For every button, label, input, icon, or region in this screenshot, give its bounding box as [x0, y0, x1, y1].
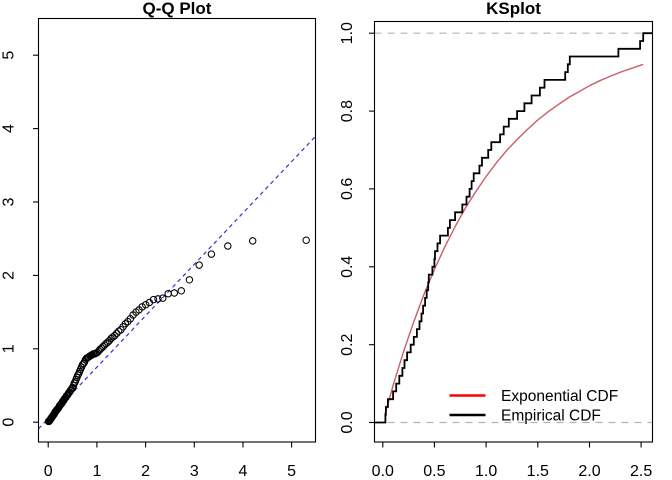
- qq-point: [302, 236, 310, 244]
- qq-point: [112, 329, 121, 338]
- x-tick-label: 3: [190, 463, 199, 480]
- x-tick-label: 0.0: [372, 463, 394, 480]
- y-tick-label: 4: [1, 124, 18, 133]
- legend-label: Exponential CDF: [501, 388, 618, 405]
- y-tick-label: 0: [1, 418, 18, 427]
- qq-point: [121, 320, 130, 328]
- qq-point: [74, 371, 82, 379]
- x-tick-label: 1: [92, 463, 101, 480]
- y-tick-label: 1: [1, 344, 18, 353]
- qq-point: [224, 242, 232, 250]
- x-tick-label: 0.5: [423, 463, 445, 480]
- qq-point: [114, 327, 123, 335]
- qq-point: [154, 295, 162, 303]
- qq-point: [110, 331, 119, 340]
- exponential-cdf-curve: [384, 63, 644, 415]
- x-tick-label: 0: [44, 463, 53, 480]
- y-tick-label: 0.8: [339, 100, 356, 122]
- y-tick-label: 0.6: [339, 178, 356, 200]
- qq-point: [195, 261, 203, 269]
- ks-plot-panel: 0.0 0.5 1.0 1.5 2.0 2.5 0.0 0.2 0.4 0.6 0.8 1.0 KSpl…: [339, 0, 654, 480]
- qq-point: [141, 300, 150, 309]
- empirical-cdf-step: [374, 32, 653, 424]
- plot-box: [373, 20, 654, 443]
- x-tick-label: 1.5: [527, 463, 549, 480]
- qq-point: [207, 250, 216, 258]
- y-tick-label: 1.0: [339, 22, 356, 44]
- y-tick-label: 3: [1, 197, 18, 206]
- plot-title: Q-Q Plot: [143, 0, 212, 18]
- x-tick-label: 4: [239, 463, 248, 480]
- qq-plot-panel: 0 1 2 3 4 5 0 1 2 3 4 5 Q-Q Plot: [1, 0, 317, 480]
- qq-point: [248, 237, 257, 245]
- y-tick-label: 0.2: [339, 333, 356, 355]
- plot-title: KSplot: [486, 0, 541, 18]
- y-tick-label: 2: [1, 271, 18, 280]
- x-tick-label: 2.0: [578, 463, 600, 480]
- y-tick-label: 0.0: [339, 411, 356, 433]
- qq-point: [170, 289, 179, 297]
- x-tick-label: 2: [141, 463, 150, 480]
- plot-box: [37, 17, 317, 443]
- qq-point: [159, 294, 167, 302]
- qq-reference-line: [38, 135, 316, 430]
- qq-point: [70, 379, 79, 388]
- y-tick-label: 5: [1, 51, 18, 60]
- legend: Exponential CDF Empirical CDF: [449, 388, 618, 425]
- y-tick-label: 0.4: [339, 256, 356, 278]
- x-tick-label: 2.5: [630, 463, 652, 480]
- qq-point: [177, 287, 186, 295]
- x-tick-label: 1.0: [475, 463, 497, 480]
- legend-label: Empirical CDF: [501, 408, 601, 425]
- x-tick-label: 5: [287, 463, 296, 480]
- qq-point: [185, 276, 194, 284]
- qq-point: [149, 295, 158, 304]
